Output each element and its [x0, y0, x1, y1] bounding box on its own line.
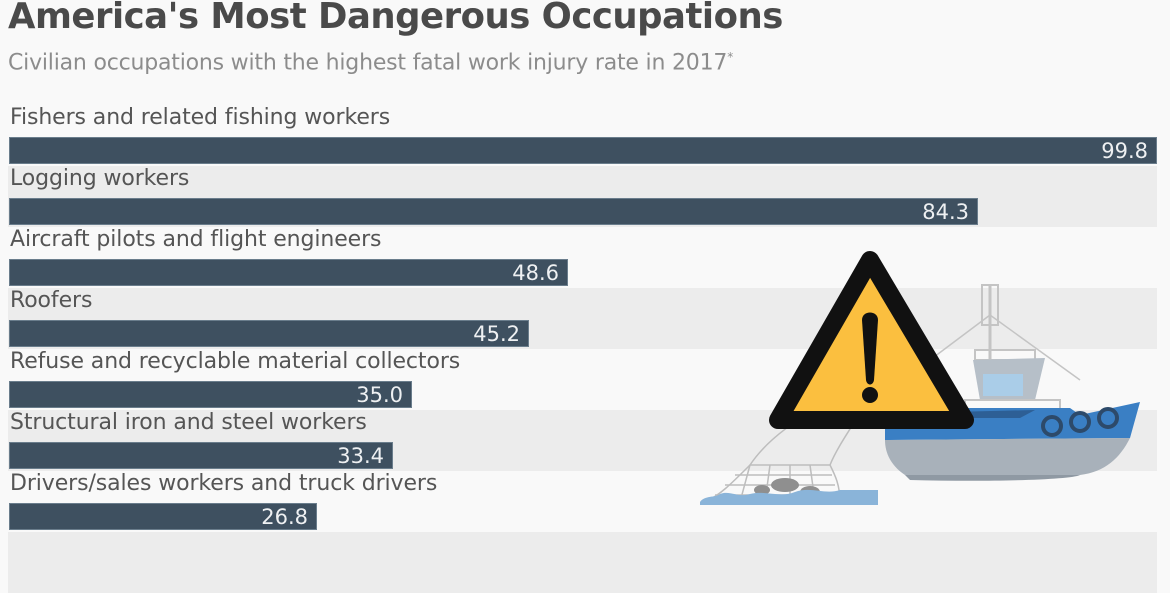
bar: 99.8: [9, 137, 1157, 164]
subtitle-text: Civilian occupations with the highest fa…: [8, 50, 728, 76]
bar-label: Structural iron and steel workers: [10, 410, 367, 435]
bar-label: Roofers: [10, 288, 93, 313]
bar-row-fishers: Fishers and related fishing workers 99.8: [8, 105, 1157, 166]
footnote-marker: *: [727, 50, 734, 64]
bar: 26.8: [9, 503, 317, 530]
bar-row-drivers: Drivers/sales workers and truck drivers …: [8, 471, 1157, 532]
bar-label: Refuse and recyclable material collector…: [10, 349, 461, 374]
bar-value: 45.2: [473, 322, 520, 346]
bar-value: 26.8: [261, 505, 308, 529]
bar-row-logging: Logging workers 84.3: [8, 166, 1157, 227]
bar-value: 35.0: [356, 383, 403, 407]
bar: 33.4: [9, 442, 393, 469]
bar-row-clipped: [8, 532, 1157, 593]
bar-value: 48.6: [512, 261, 559, 285]
bar: 48.6: [9, 259, 568, 286]
chart-subtitle: Civilian occupations with the highest fa…: [8, 50, 733, 75]
bar-label: Fishers and related fishing workers: [10, 105, 391, 130]
bar: 35.0: [9, 381, 412, 408]
bar-row-iron-steel: Structural iron and steel workers 33.4: [8, 410, 1157, 471]
bar-label: Logging workers: [10, 166, 190, 191]
bar-value: 99.8: [1101, 139, 1148, 163]
bar-row-pilots: Aircraft pilots and flight engineers 48.…: [8, 227, 1157, 288]
bar-value: 84.3: [922, 200, 969, 224]
bar-row-refuse: Refuse and recyclable material collector…: [8, 349, 1157, 410]
bar: 45.2: [9, 320, 529, 347]
chart-title: America's Most Dangerous Occupations: [8, 0, 783, 37]
bar-row-roofers: Roofers 45.2: [8, 288, 1157, 349]
bar-value: 33.4: [337, 444, 384, 468]
bar-label: Drivers/sales workers and truck drivers: [10, 471, 438, 496]
bar: 84.3: [9, 198, 978, 225]
bar-label: Aircraft pilots and flight engineers: [10, 227, 382, 252]
